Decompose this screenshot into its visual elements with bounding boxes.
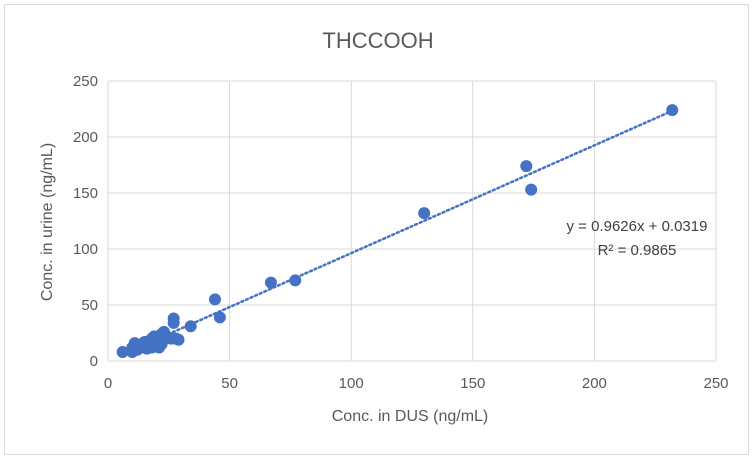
data-point (167, 312, 180, 325)
data-point (525, 183, 538, 196)
data-point (289, 274, 302, 287)
y-tick-label: 50 (81, 297, 98, 314)
y-tick-label: 100 (73, 241, 98, 258)
x-tick-label: 150 (460, 375, 485, 392)
data-point (209, 293, 222, 306)
data-point (184, 320, 197, 333)
gridlines (107, 80, 717, 362)
x-tick-label: 100 (339, 375, 364, 392)
x-tick-label: 200 (582, 375, 607, 392)
y-tick-label: 150 (73, 185, 98, 202)
y-tick-label: 0 (90, 353, 98, 370)
chart-area (4, 4, 749, 455)
data-point (172, 333, 185, 346)
chart-title: THCCOOH (322, 28, 433, 53)
y-tick-label: 200 (73, 129, 98, 146)
data-point (520, 160, 533, 173)
x-tick-label: 50 (221, 375, 238, 392)
x-axis-title: Conc. in DUS (ng/mL) (332, 408, 489, 425)
x-tick-label: 250 (703, 375, 728, 392)
trendline (121, 109, 674, 356)
data-point (418, 207, 431, 220)
data-point (116, 346, 129, 359)
r-squared-label: R² = 0.9865 (598, 242, 677, 259)
axes: 0 50 100 150 200 250 0 50 100 150 200 250 (73, 73, 729, 392)
data-point (213, 311, 226, 324)
y-axis-title: Conc. in urine (ng/mL) (39, 143, 56, 301)
x-tick-label: 0 (104, 375, 112, 392)
trendline-equation: y = 0.9626x + 0.0319 (567, 218, 708, 235)
y-tick-label: 250 (73, 73, 98, 90)
data-point (666, 104, 679, 117)
data-point (264, 276, 277, 289)
data-points (116, 104, 679, 359)
trendline-layer (121, 109, 674, 356)
